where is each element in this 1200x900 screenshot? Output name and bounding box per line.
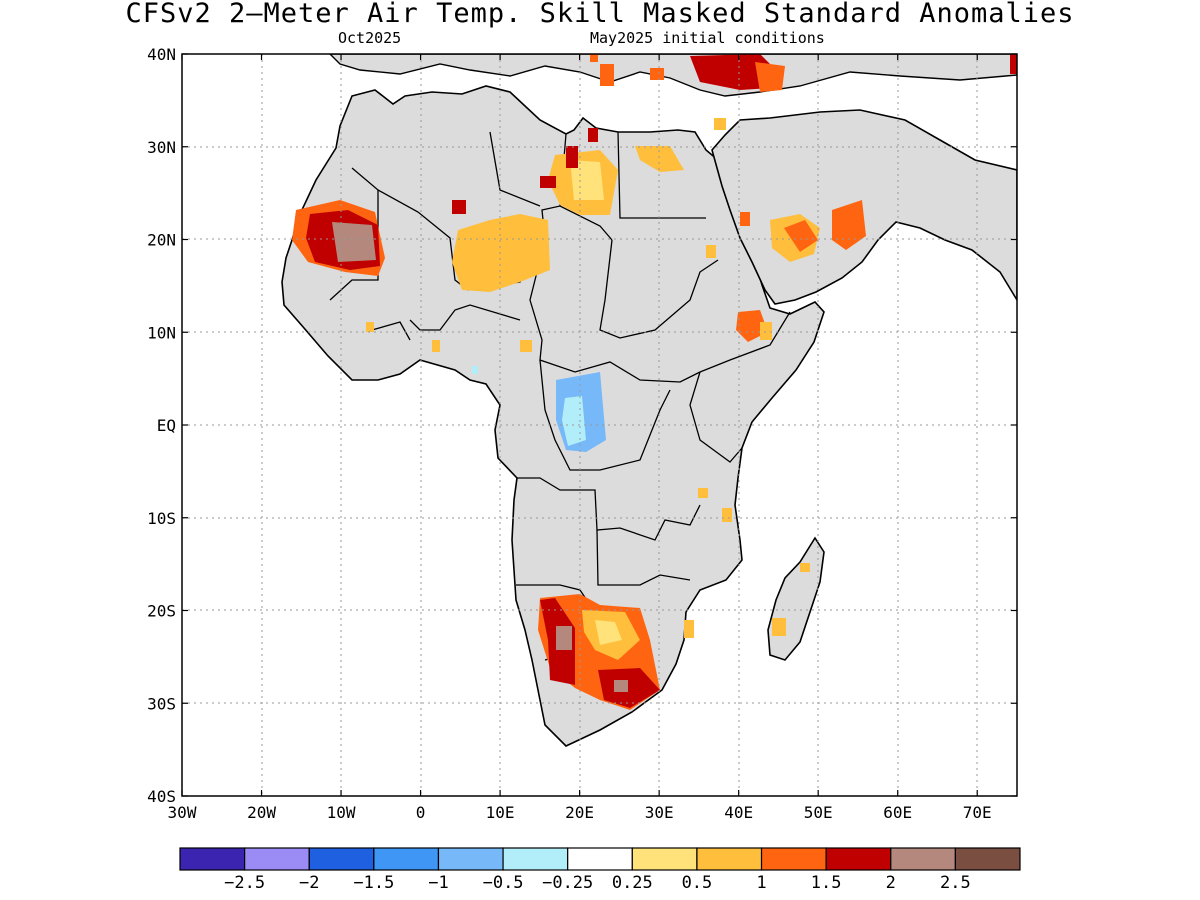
forecast-month: Oct2025 [338,29,402,47]
colorbar [179,847,1021,871]
anomaly-niger-chad [452,214,550,292]
initial-conditions: May2025 initial conditions [590,29,825,47]
colorbar-label: −0.25 [542,873,593,893]
africa-landmass [281,85,825,747]
colorbar-swatch [567,847,633,871]
lat-tick-label: 10N [147,323,176,342]
lat-tick-label: 10S [147,509,176,528]
colorbar-swatch [825,847,892,871]
colorbar-swatch [696,847,763,871]
lon-tick-label: 20E [565,803,594,822]
colorbar-swatch [631,847,698,871]
colorbar-label: −1 [428,873,448,893]
colorbar-label: 0.5 [682,873,713,893]
colorbar-swatch [890,847,956,871]
grid-lines [182,54,1017,796]
colorbar-label: −0.5 [483,873,524,893]
anomaly-mauritania-peak [332,222,376,262]
colorbar-swatch [954,847,1021,871]
colorbar-label: −2.5 [224,873,265,893]
lon-tick-label: 70E [963,803,992,822]
lat-tick-label: 20S [147,602,176,621]
colorbar-labels: −2.5 −2 −1.5 −1 −0.5 −0.25 0.25 0.5 1 1.5 2 2.5 [224,873,971,893]
colorbar-swatch [308,847,375,871]
lat-tick-label: EQ [157,416,176,435]
map-area [182,54,1017,796]
lon-tick-label: 30W [168,803,197,822]
anomaly-eastern-med [690,54,776,90]
colorbar-swatch [373,847,440,871]
latitude-axis: 40N 30N 20N 10N EQ 10S 20S 30S 40S [147,45,1017,806]
map-title: CFSv2 2—Meter Air Temp. Skill Masked Sta… [125,0,1075,29]
lon-tick-label: 40E [724,803,753,822]
lon-tick-label: 60E [883,803,912,822]
colorbar-swatch [760,847,827,871]
lat-tick-label: 40S [147,787,176,806]
colorbar-label: 1 [756,873,766,893]
colorbar-swatch [244,847,310,871]
colorbar-label: 0.25 [612,873,653,893]
longitude-axis: 30W 20W 10W 0 10E 20E 30E 40E 50E 60E 70E [168,54,992,822]
colorbar-label: 1.5 [811,873,842,893]
colorbar-label: 2 [886,873,896,893]
colorbar-swatch [437,847,504,871]
lon-tick-label: 0 [416,803,426,822]
lat-tick-label: 30S [147,694,176,713]
lat-tick-label: 30N [147,138,176,157]
colorbar-label: −2 [299,873,319,893]
lon-tick-label: 10W [327,803,356,822]
lon-tick-label: 10E [486,803,515,822]
lat-tick-label: 40N [147,45,176,64]
colorbar-swatch [502,847,569,871]
colorbar-label: 2.5 [940,873,971,893]
colorbar-swatch [179,847,246,871]
lat-tick-label: 20N [147,231,176,250]
lon-tick-label: 50E [804,803,833,822]
colorbar-label: −1.5 [353,873,394,893]
anomaly-shading [292,54,1017,710]
lon-tick-label: 30E [645,803,674,822]
lon-tick-label: 20W [247,803,276,822]
